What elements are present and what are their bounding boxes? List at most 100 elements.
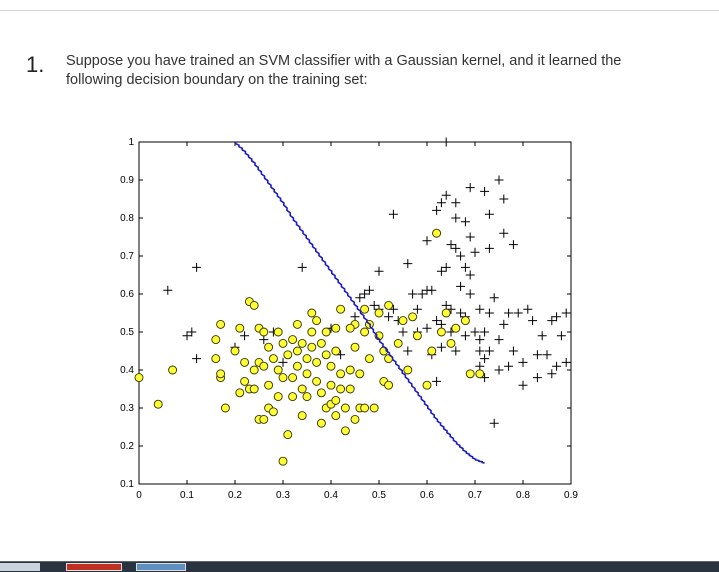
question-text: Suppose you have trained an SVM classifi…	[66, 52, 666, 90]
positive-point	[441, 137, 451, 147]
positive-point	[427, 285, 437, 295]
top-divider	[0, 10, 719, 11]
negative-point	[316, 338, 326, 348]
negative-point	[340, 403, 350, 413]
negative-point	[321, 327, 331, 337]
positive-point	[532, 350, 542, 360]
positive-point	[364, 285, 374, 295]
positive-point	[441, 262, 451, 272]
negative-point	[364, 354, 374, 364]
negative-point	[211, 354, 221, 364]
y-tick-label: 0.2	[120, 441, 134, 452]
x-tick-label: 0.4	[324, 490, 338, 501]
positive-point	[422, 323, 432, 333]
x-tick-label: 0.6	[420, 490, 434, 501]
negative-point	[268, 354, 278, 364]
positive-point	[240, 331, 250, 341]
negative-point	[168, 365, 178, 375]
y-tick-label: 0.3	[120, 403, 134, 414]
negative-point	[273, 365, 283, 375]
start-button[interactable]	[0, 563, 40, 571]
negative-point	[331, 323, 341, 333]
positive-point	[456, 281, 466, 291]
negative-point	[230, 346, 240, 356]
negative-point	[436, 327, 446, 337]
y-tick-label: 0.5	[120, 327, 134, 338]
positive-point	[412, 304, 422, 314]
negative-point	[360, 403, 370, 413]
positive-point	[436, 266, 446, 276]
negative-point	[292, 319, 302, 329]
taskbar-app-icon[interactable]	[66, 563, 122, 571]
negative-point	[288, 335, 298, 345]
negative-point	[297, 384, 307, 394]
negative-point	[264, 380, 274, 390]
negative-point	[384, 300, 394, 310]
negative-point	[326, 361, 336, 371]
y-tick-label: 0.1	[120, 479, 134, 490]
negative-point	[283, 430, 293, 440]
positive-point	[537, 331, 547, 341]
positive-point	[504, 308, 514, 318]
positive-point	[489, 418, 499, 428]
negative-point	[345, 384, 355, 394]
positive-point	[504, 361, 514, 371]
taskbar	[0, 561, 719, 572]
positive-point	[499, 228, 509, 238]
positive-point	[494, 335, 504, 345]
taskbar-app-icon[interactable]	[136, 563, 186, 571]
negative-point	[312, 316, 322, 326]
negative-point	[321, 350, 331, 360]
positive-point	[499, 319, 509, 329]
negative-point	[273, 392, 283, 402]
negative-point	[312, 376, 322, 386]
negative-point	[302, 392, 312, 402]
positive-point	[494, 365, 504, 375]
positive-point	[436, 198, 446, 208]
negative-point	[240, 376, 250, 386]
positive-point	[408, 289, 418, 299]
negative-point	[278, 456, 288, 466]
negative-point	[460, 316, 470, 326]
y-tick-label: 0.4	[120, 365, 134, 376]
negative-point	[345, 323, 355, 333]
negative-point	[292, 346, 302, 356]
positive-point	[528, 316, 538, 326]
positive-point	[451, 243, 461, 253]
positive-point	[547, 369, 557, 379]
negative-point	[446, 338, 456, 348]
negative-point	[360, 327, 370, 337]
positive-point	[556, 331, 566, 341]
x-tick-label: 0.3	[276, 490, 290, 501]
positive-point	[460, 331, 470, 341]
positive-point	[470, 247, 480, 257]
negative-point	[278, 373, 288, 383]
negative-point	[432, 228, 442, 238]
positive-point	[297, 262, 307, 272]
y-tick-label: 1	[128, 137, 134, 148]
positive-point	[388, 209, 398, 219]
question-line-2: following decision boundary on the train…	[66, 72, 368, 88]
negative-point	[288, 373, 298, 383]
positive-point	[360, 289, 370, 299]
positive-point	[451, 346, 461, 356]
negative-point	[153, 399, 163, 409]
negative-point	[451, 323, 461, 333]
negative-point	[259, 414, 269, 424]
negative-point	[336, 384, 346, 394]
positive-point	[465, 270, 475, 280]
positive-point	[422, 236, 432, 246]
positive-point	[480, 354, 490, 364]
positive-point	[259, 335, 269, 345]
negative-point	[259, 361, 269, 371]
positive-point	[475, 335, 485, 345]
positive-point	[163, 285, 173, 295]
positive-point	[542, 350, 552, 360]
negative-point	[316, 388, 326, 398]
positive-point	[369, 300, 379, 310]
negative-point	[336, 304, 346, 314]
negative-point	[235, 388, 245, 398]
x-tick-label: 0.2	[228, 490, 242, 501]
positive-point	[192, 354, 202, 364]
